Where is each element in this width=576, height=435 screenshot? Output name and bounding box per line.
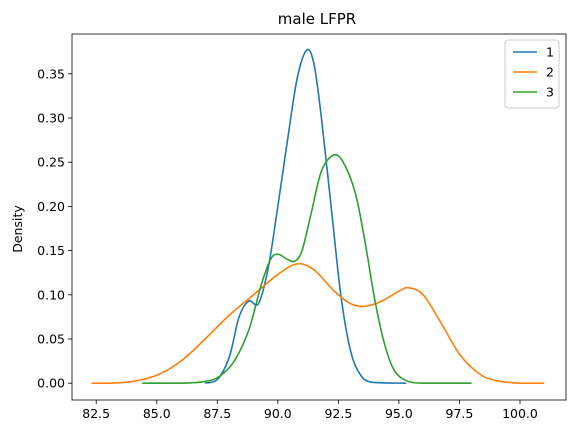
series-line-1 [204, 48, 407, 384]
plot-area [71, 33, 567, 401]
x-tick-label: 100.0 [502, 406, 538, 421]
legend-label: 1 [546, 45, 554, 60]
y-tick-label: 0.20 [37, 199, 65, 214]
legend-box [504, 39, 560, 109]
x-tick-label: 82.5 [82, 406, 110, 421]
series-line-2 [91, 262, 545, 385]
x-tick-label: 85.0 [143, 406, 171, 421]
y-tick-label: 0.00 [37, 376, 65, 391]
legend-label: 3 [546, 85, 554, 100]
y-tick-label: 0.35 [37, 66, 65, 81]
y-tick-label: 0.10 [37, 287, 65, 302]
x-tick-label: 92.5 [324, 406, 352, 421]
x-tick-label: 90.0 [264, 406, 292, 421]
axes-ticks: 82.5 85.0 87.5 90.0 92.5 95.0 97.5 100.0 0.00 0.0… [37, 66, 538, 421]
y-tick-label: 0.05 [37, 332, 65, 347]
series-lines [91, 48, 545, 385]
x-tick-label: 87.5 [203, 406, 231, 421]
x-tick-label: 97.5 [446, 406, 474, 421]
y-tick-label: 0.25 [37, 155, 65, 170]
legend-label: 2 [546, 65, 554, 80]
plot-frame [71, 33, 567, 401]
series-line-3 [142, 153, 472, 385]
chart-title: male LFPR [278, 10, 356, 28]
legend: 1 2 3 [504, 39, 560, 109]
y-tick-label: 0.15 [37, 243, 65, 258]
y-axis-label: Density [10, 205, 25, 253]
y-tick-label: 0.30 [37, 110, 65, 125]
x-tick-label: 95.0 [385, 406, 413, 421]
